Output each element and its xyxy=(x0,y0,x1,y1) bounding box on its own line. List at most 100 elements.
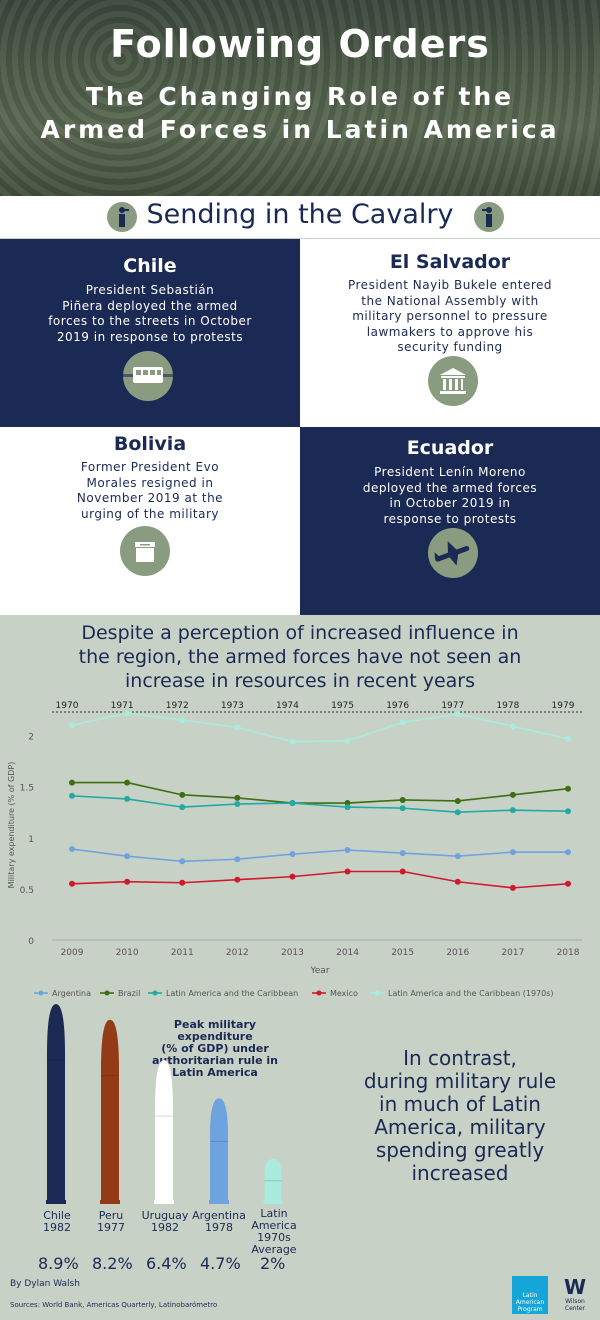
x-top-tick-label: 1972 xyxy=(166,701,189,711)
x-top-tick-label: 1970 xyxy=(56,701,79,711)
data-point xyxy=(124,710,131,717)
x-tick-label: 2015 xyxy=(391,948,414,958)
x-top-tick-label: 1973 xyxy=(221,701,244,711)
x-top-tick-label: 1979 xyxy=(552,701,575,711)
legend-swatch-dot xyxy=(316,990,322,996)
data-point xyxy=(399,868,406,875)
x-tick-label: 2010 xyxy=(116,948,139,958)
section-title: Sending in the Cavalry xyxy=(146,199,454,230)
card-ecuador: Ecuador President Lenín Moreno deployed t… xyxy=(300,427,600,615)
value-label-argentina: 4.7% xyxy=(200,1254,241,1273)
data-point xyxy=(509,884,516,891)
bar-label-chile: Chile 1982 xyxy=(43,1209,71,1234)
card-body: President Sebastián Piñera deployed the a… xyxy=(48,283,252,344)
data-point xyxy=(124,878,131,885)
data-point xyxy=(179,858,186,865)
data-point xyxy=(289,800,296,807)
y-tick-label: 2 xyxy=(28,733,34,743)
military-expenditure-line-chart: 0 0.5 1 1.5 2 Military expenditure (% of GDP)… xyxy=(7,701,582,998)
data-point xyxy=(179,804,186,811)
data-point xyxy=(69,846,75,853)
card-el-salvador: El Salvador President Nayib Bukele enter… xyxy=(300,239,600,427)
card-bolivia: Bolivia Former President Evo Morales resi… xyxy=(0,427,300,615)
bar-label-argentina: Argentina 1978 xyxy=(192,1209,246,1234)
legend-entry: Brazil xyxy=(118,989,140,998)
x-top-tick-label: 1978 xyxy=(496,701,519,711)
header-banner: Following Orders The Changing Role of th… xyxy=(0,0,600,196)
ballot-box-icon xyxy=(120,526,170,576)
legend-entry: Latin America and the Caribbean (1970s) xyxy=(388,989,554,998)
bullet-bar xyxy=(101,1019,119,1204)
y-tick-label: 1.5 xyxy=(20,784,34,794)
card-title: Chile xyxy=(123,255,177,277)
data-point xyxy=(234,801,241,808)
y-axis-label: Military expenditure (% of GDP) xyxy=(7,762,16,889)
legend-entry: Mexico xyxy=(330,989,358,998)
data-point xyxy=(179,791,186,798)
x-tick-label: 2012 xyxy=(226,948,249,958)
series-line xyxy=(71,795,569,814)
data-point xyxy=(399,805,406,812)
y-tick-label: 0 xyxy=(28,937,34,947)
series-line xyxy=(71,712,569,743)
bullet-base xyxy=(263,1200,283,1204)
data-point xyxy=(399,719,406,726)
data-point xyxy=(344,804,351,811)
data-point xyxy=(344,737,351,744)
government-building-icon xyxy=(428,356,478,406)
data-point xyxy=(69,779,75,786)
data-point xyxy=(399,850,406,857)
y-tick-label: 0.5 xyxy=(20,886,34,896)
x-tick-label: 2009 xyxy=(61,948,84,958)
bullet-bar xyxy=(264,1159,282,1204)
x-tick-label: 2013 xyxy=(281,948,304,958)
bullet-base xyxy=(100,1200,120,1204)
train-icon xyxy=(103,351,193,401)
data-point xyxy=(509,807,516,814)
data-point xyxy=(565,785,571,792)
legend-entry: Argentina xyxy=(52,989,91,998)
card-body: President Nayib Bukele entered the Nation… xyxy=(347,278,552,354)
data-point xyxy=(454,853,461,860)
bullet-bar xyxy=(155,1060,173,1204)
data-point xyxy=(509,791,516,798)
byline: By Dylan Walsh xyxy=(10,1279,80,1289)
legend-swatch-dot xyxy=(38,990,44,996)
data-point xyxy=(179,717,186,724)
x-tick-label: 2016 xyxy=(446,948,469,958)
latin-american-program-logo: Latin American Program xyxy=(512,1276,548,1314)
data-point xyxy=(399,796,406,803)
bullet-base xyxy=(209,1200,229,1204)
x-tick-label: 2017 xyxy=(501,948,524,958)
section-strip: Sending in the Cavalry xyxy=(0,196,600,238)
data-point xyxy=(289,873,296,880)
data-point xyxy=(69,792,75,799)
data-point xyxy=(454,878,461,885)
data-point xyxy=(234,856,241,863)
data-point xyxy=(124,779,131,786)
value-label-chile: 8.9% xyxy=(38,1254,79,1273)
data-point xyxy=(234,876,241,883)
data-point xyxy=(289,851,296,858)
soldier-salute-icon xyxy=(107,202,137,232)
wilson-center-logo: W Wilson Center xyxy=(563,1275,587,1312)
series-line xyxy=(71,870,569,889)
contrast-statement: In contrast, during military rule in much … xyxy=(363,1046,557,1185)
legend-swatch-dot xyxy=(152,990,158,996)
series-line xyxy=(72,781,569,804)
bar-label-uruguay: Uruguay 1982 xyxy=(141,1209,189,1234)
data-point xyxy=(289,738,296,745)
bullet-base xyxy=(46,1200,66,1204)
soldiers-photo-background xyxy=(0,0,600,196)
data-point xyxy=(565,808,571,815)
legend-entry: Latin America and the Caribbean xyxy=(166,989,298,998)
card-body: Former President Evo Morales resigned in N… xyxy=(76,460,224,521)
card-title: El Salvador xyxy=(389,251,511,273)
peak-chart-title: Peak military expenditure (% of GDP) unde… xyxy=(152,1018,278,1079)
x-tick-label: 2011 xyxy=(171,948,194,958)
x-top-tick-label: 1971 xyxy=(111,701,134,711)
x-top-tick-label: 1977 xyxy=(441,701,464,711)
bar-label-latam-average: Latin America 1970s Average xyxy=(251,1207,297,1256)
data-point xyxy=(344,868,351,875)
x-top-tick-label: 1976 xyxy=(386,701,409,711)
